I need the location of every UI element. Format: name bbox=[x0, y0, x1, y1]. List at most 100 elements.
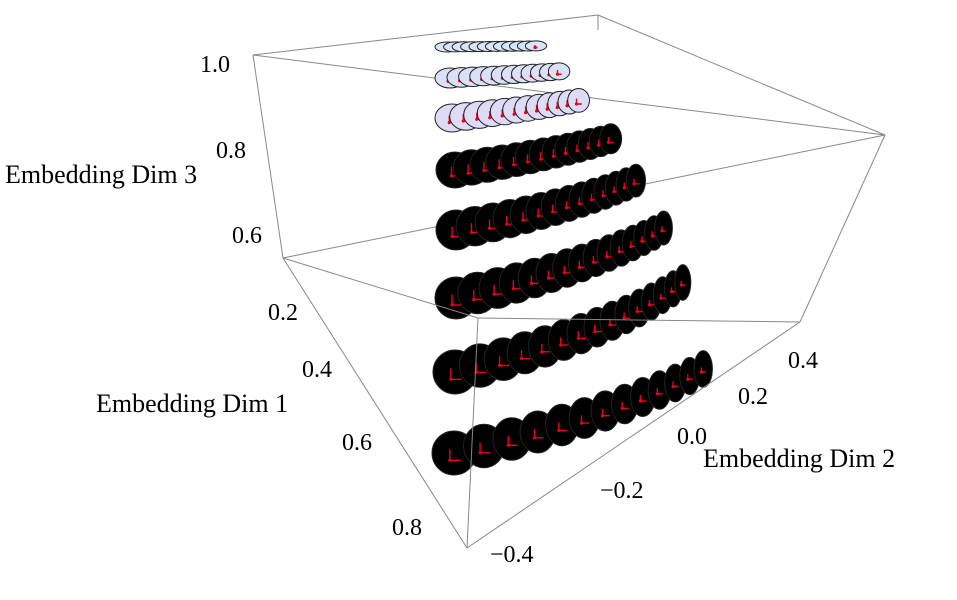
marks-layer bbox=[431, 40, 713, 476]
data-point bbox=[674, 264, 692, 301]
data-point-glyph-dot bbox=[466, 171, 470, 175]
data-point-disc bbox=[674, 264, 692, 301]
data-point-glyph-dot bbox=[577, 202, 581, 206]
data-point-glyph-dot bbox=[650, 234, 654, 238]
data-point-disc bbox=[547, 62, 571, 81]
disc-row bbox=[435, 163, 647, 251]
data-point-glyph-dot bbox=[450, 235, 454, 239]
disc-row bbox=[432, 264, 692, 395]
y-tick-label: −0.4 bbox=[490, 542, 534, 568]
data-point-glyph-dot bbox=[555, 72, 560, 76]
data-point-glyph-dot bbox=[540, 350, 544, 354]
data-point-disc bbox=[524, 40, 548, 52]
data-point-glyph-dot bbox=[447, 121, 451, 125]
data-point-glyph-dot bbox=[629, 244, 633, 249]
bounding-box-front bbox=[282, 134, 886, 549]
data-point-glyph-dot bbox=[574, 102, 579, 106]
data-point-glyph-dot bbox=[551, 210, 555, 214]
data-point bbox=[547, 62, 571, 81]
disc-row bbox=[434, 62, 571, 89]
x-tick-label: 0.8 bbox=[392, 515, 422, 541]
x-tick-label: 0.2 bbox=[268, 300, 298, 326]
data-point-glyph-dot bbox=[559, 343, 563, 347]
data-point-glyph-dot bbox=[565, 104, 569, 108]
box-front-edges bbox=[282, 134, 886, 549]
data-point-glyph-dot bbox=[546, 276, 551, 280]
data-point-glyph-dot bbox=[575, 149, 579, 153]
data-point-glyph-dot bbox=[632, 182, 636, 186]
data-point-glyph-dot bbox=[635, 309, 639, 314]
z-axis-tick-labels: 1.0 0.8 0.6 bbox=[200, 52, 262, 249]
data-point-glyph-dot bbox=[622, 186, 626, 190]
data-point-glyph-dot bbox=[521, 218, 525, 222]
data-point-glyph-dot bbox=[478, 451, 482, 455]
y-tick-label: 0.0 bbox=[677, 424, 707, 450]
data-point-glyph-dot bbox=[563, 151, 568, 156]
z-tick-label: 1.0 bbox=[200, 52, 230, 78]
disc-row bbox=[434, 40, 548, 53]
data-point-glyph-dot bbox=[647, 303, 652, 307]
data-point-glyph-dot bbox=[606, 140, 611, 144]
data-point-glyph-dot bbox=[593, 330, 597, 334]
z-tick-label: 0.6 bbox=[232, 223, 262, 249]
data-point-glyph-dot bbox=[622, 316, 626, 320]
data-point-disc bbox=[693, 350, 713, 388]
y-tick-label: 0.2 bbox=[738, 384, 768, 410]
data-point-glyph-dot bbox=[536, 214, 540, 218]
box-edge bbox=[477, 317, 801, 323]
data-point-glyph-dot bbox=[605, 255, 609, 259]
data-point-glyph-dot bbox=[576, 336, 580, 340]
data-point-glyph-dot bbox=[497, 166, 501, 170]
data-point-glyph-dot bbox=[469, 230, 473, 234]
data-point-glyph-dot bbox=[686, 377, 690, 381]
x-axis-tick-labels: 0.2 0.4 0.6 0.8 bbox=[268, 300, 422, 541]
data-point-glyph-dot bbox=[519, 357, 524, 361]
data-point-glyph-dot bbox=[535, 109, 539, 113]
y-axis-tick-labels: −0.4 −0.2 0.0 0.2 0.4 bbox=[490, 348, 818, 568]
data-point-glyph-dot bbox=[577, 265, 581, 270]
data-point-disc bbox=[567, 88, 590, 113]
box-edge bbox=[282, 257, 468, 549]
data-point-glyph-dot bbox=[551, 154, 556, 158]
data-point-glyph-dot bbox=[660, 229, 664, 233]
y-axis-title: Embedding Dim 2 bbox=[703, 444, 895, 473]
y-tick-label: 0.4 bbox=[788, 348, 818, 374]
data-point-glyph-dot bbox=[500, 114, 504, 118]
box-edge bbox=[799, 134, 886, 323]
data-point-glyph-dot bbox=[506, 443, 510, 447]
data-point-glyph-dot bbox=[533, 45, 537, 50]
data-point bbox=[654, 210, 673, 246]
data-point-glyph-dot bbox=[492, 292, 496, 296]
disc-row bbox=[431, 350, 713, 476]
data-point-glyph-dot bbox=[488, 116, 492, 120]
data-point bbox=[567, 88, 590, 113]
data-point-glyph-dot bbox=[529, 281, 534, 285]
disc-row bbox=[434, 210, 673, 320]
data-point-glyph-dot bbox=[472, 297, 476, 302]
box-edge bbox=[252, 14, 599, 56]
data-point-glyph-dot bbox=[601, 194, 605, 198]
data-point-glyph-dot bbox=[612, 190, 616, 194]
data-point-glyph-dot bbox=[555, 105, 559, 110]
data-point-glyph-dot bbox=[449, 377, 453, 381]
box-edge bbox=[466, 321, 801, 549]
data-point-disc bbox=[654, 210, 673, 246]
data-point-glyph-dot bbox=[617, 250, 621, 254]
data-point bbox=[599, 123, 623, 155]
box-edge bbox=[466, 317, 479, 549]
data-point-glyph-dot bbox=[482, 168, 486, 173]
data-point-glyph-dot bbox=[591, 260, 596, 264]
data-point-glyph-dot bbox=[498, 363, 502, 368]
data-point-glyph-dot bbox=[512, 112, 516, 116]
data-point-glyph-dot bbox=[505, 222, 509, 226]
data-point-glyph-dot bbox=[449, 174, 454, 178]
data-point-glyph-dot bbox=[638, 399, 643, 403]
data-point-glyph-dot bbox=[659, 296, 663, 300]
disc-row bbox=[435, 123, 623, 189]
data-point-glyph-dot bbox=[669, 290, 674, 294]
data-point-glyph-dot bbox=[487, 226, 492, 230]
data-point-glyph-dot bbox=[448, 458, 452, 462]
data-point-glyph-dot bbox=[640, 239, 644, 243]
